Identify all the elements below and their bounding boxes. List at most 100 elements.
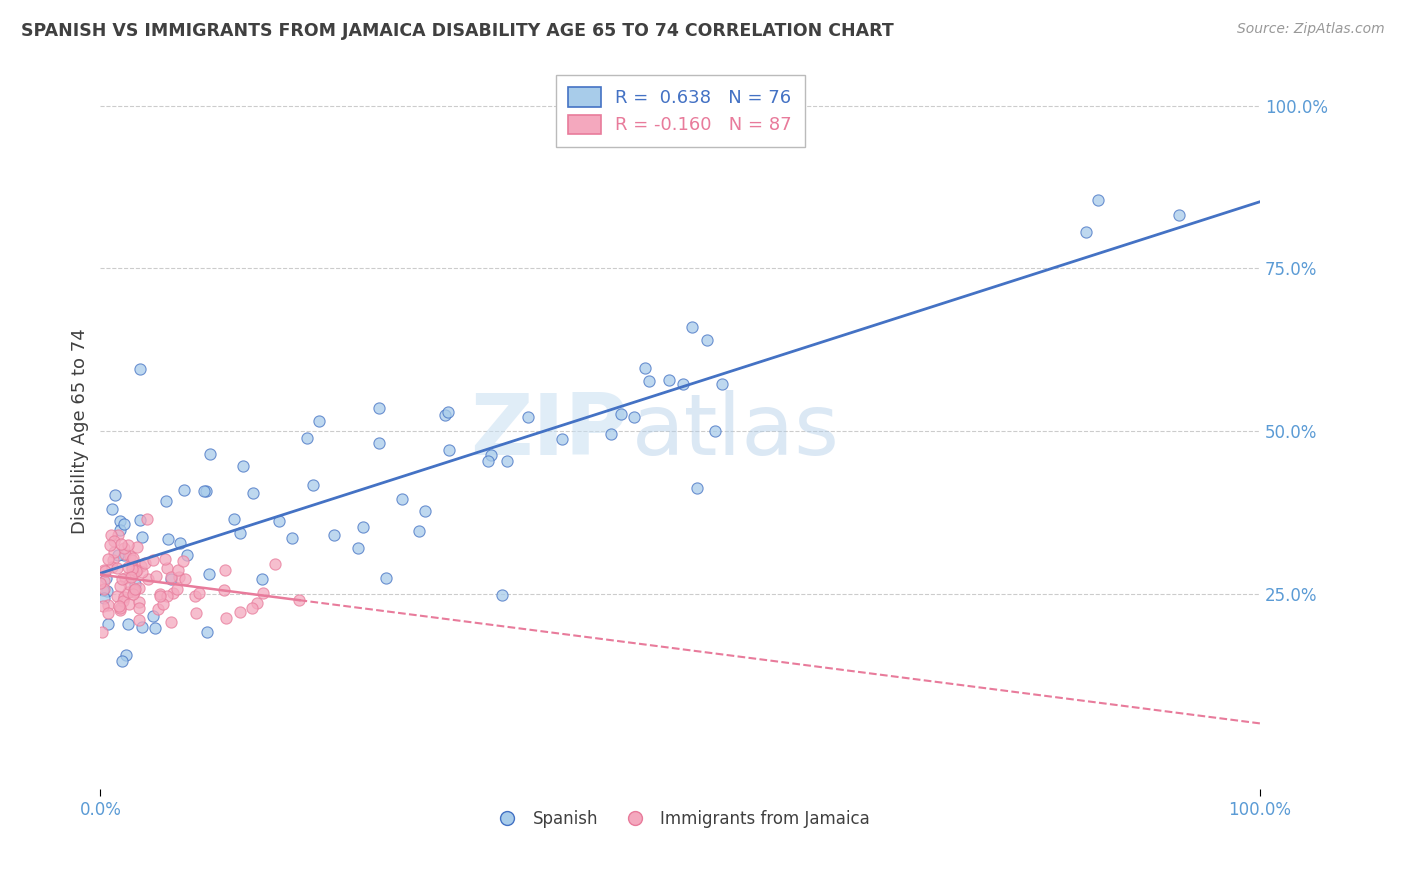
Point bbox=[128, 581, 150, 595]
Point bbox=[89, 576, 111, 591]
Point bbox=[100, 528, 122, 542]
Point bbox=[352, 519, 374, 533]
Point bbox=[97, 598, 120, 612]
Point bbox=[124, 576, 146, 591]
Point bbox=[97, 606, 120, 620]
Point bbox=[128, 600, 150, 615]
Point bbox=[125, 541, 148, 555]
Point bbox=[143, 621, 166, 635]
Point bbox=[122, 582, 145, 597]
Point bbox=[129, 513, 152, 527]
Point bbox=[101, 553, 124, 567]
Point bbox=[114, 547, 136, 561]
Point bbox=[229, 525, 252, 540]
Point bbox=[232, 458, 254, 473]
Point bbox=[91, 599, 114, 614]
Point bbox=[657, 373, 679, 387]
Point bbox=[136, 573, 159, 587]
Point bbox=[142, 553, 165, 567]
Point bbox=[129, 558, 152, 573]
Point bbox=[152, 597, 174, 611]
Point bbox=[110, 537, 132, 551]
Point bbox=[477, 454, 499, 468]
Point bbox=[491, 587, 513, 601]
Point bbox=[517, 409, 540, 424]
Text: ZIP: ZIP bbox=[470, 390, 628, 473]
Point bbox=[439, 442, 461, 457]
Point bbox=[108, 579, 131, 593]
Point bbox=[281, 531, 304, 545]
Point bbox=[160, 570, 183, 584]
Point bbox=[169, 535, 191, 549]
Point bbox=[131, 620, 153, 634]
Point bbox=[91, 583, 114, 598]
Point bbox=[711, 377, 734, 392]
Point bbox=[128, 613, 150, 627]
Point bbox=[222, 511, 245, 525]
Point bbox=[347, 541, 370, 555]
Point bbox=[610, 407, 633, 421]
Point bbox=[703, 424, 725, 438]
Point bbox=[301, 478, 323, 492]
Point bbox=[195, 624, 218, 639]
Point bbox=[112, 594, 135, 608]
Point bbox=[173, 483, 195, 497]
Point bbox=[131, 530, 153, 544]
Point bbox=[90, 625, 112, 640]
Point bbox=[681, 319, 703, 334]
Point bbox=[696, 333, 718, 347]
Point bbox=[117, 538, 139, 552]
Point bbox=[121, 551, 143, 566]
Point bbox=[93, 591, 115, 605]
Point bbox=[142, 609, 165, 624]
Point bbox=[252, 572, 274, 586]
Point bbox=[153, 552, 176, 566]
Point bbox=[156, 561, 179, 575]
Point bbox=[322, 528, 344, 542]
Point bbox=[479, 448, 502, 462]
Point bbox=[120, 549, 142, 563]
Point bbox=[240, 600, 263, 615]
Point bbox=[105, 589, 128, 603]
Point bbox=[599, 427, 621, 442]
Point bbox=[160, 615, 183, 629]
Point bbox=[114, 541, 136, 556]
Point bbox=[187, 586, 209, 600]
Point bbox=[121, 561, 143, 575]
Point bbox=[145, 569, 167, 583]
Point bbox=[149, 587, 172, 601]
Point bbox=[120, 569, 142, 583]
Point bbox=[156, 589, 179, 603]
Point bbox=[229, 605, 252, 619]
Point bbox=[198, 566, 221, 581]
Point bbox=[108, 515, 131, 529]
Point bbox=[367, 436, 389, 450]
Point bbox=[686, 481, 709, 495]
Point bbox=[434, 409, 457, 423]
Point bbox=[108, 523, 131, 537]
Point bbox=[155, 493, 177, 508]
Point bbox=[104, 488, 127, 502]
Point bbox=[94, 564, 117, 578]
Point bbox=[1074, 225, 1097, 239]
Point bbox=[96, 583, 118, 598]
Point bbox=[129, 362, 152, 376]
Text: SPANISH VS IMMIGRANTS FROM JAMAICA DISABILITY AGE 65 TO 74 CORRELATION CHART: SPANISH VS IMMIGRANTS FROM JAMAICA DISAB… bbox=[21, 22, 894, 40]
Text: Source: ZipAtlas.com: Source: ZipAtlas.com bbox=[1237, 22, 1385, 37]
Point bbox=[93, 563, 115, 577]
Point bbox=[672, 377, 695, 392]
Point bbox=[97, 552, 120, 566]
Point bbox=[391, 492, 413, 507]
Point bbox=[125, 563, 148, 577]
Point bbox=[146, 602, 169, 616]
Point bbox=[288, 592, 311, 607]
Point bbox=[437, 405, 460, 419]
Point bbox=[131, 565, 153, 579]
Point bbox=[117, 585, 139, 599]
Point bbox=[495, 454, 517, 468]
Point bbox=[112, 590, 135, 604]
Y-axis label: Disability Age 65 to 74: Disability Age 65 to 74 bbox=[72, 328, 89, 534]
Point bbox=[172, 554, 194, 568]
Point bbox=[121, 587, 143, 601]
Point bbox=[134, 557, 156, 571]
